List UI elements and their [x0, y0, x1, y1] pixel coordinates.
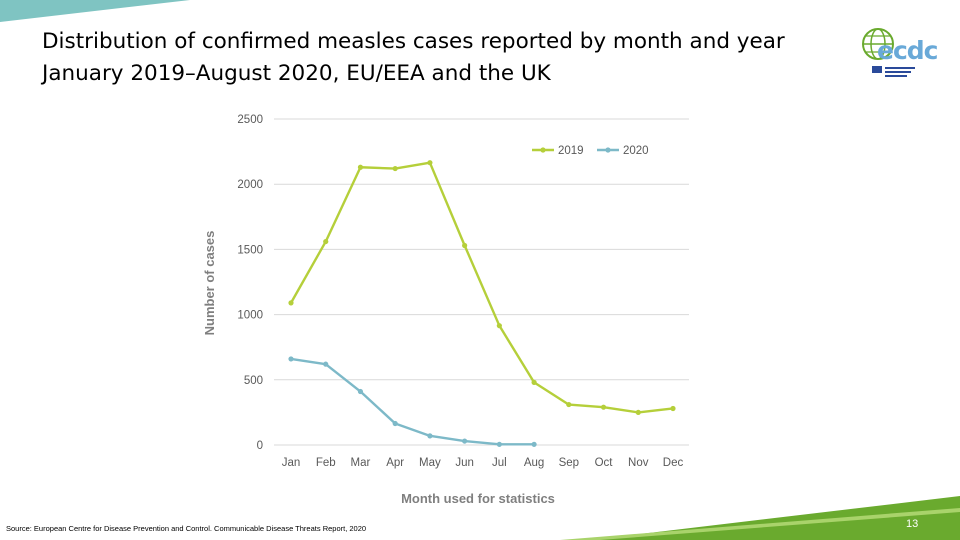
data-point-2019	[600, 404, 607, 410]
data-point-2020	[531, 441, 537, 447]
y-tick-label: 2000	[237, 179, 263, 191]
data-point-2019	[357, 164, 364, 170]
page-number: 13	[906, 518, 919, 530]
data-point-2019	[462, 242, 468, 249]
data-point-2020	[357, 388, 364, 395]
legend-label-2020: 2020	[623, 145, 649, 157]
data-point-2020	[323, 361, 329, 367]
data-point-2019	[635, 409, 641, 415]
data-point-2020	[288, 356, 294, 362]
data-point-2020	[496, 441, 502, 447]
x-tick-label: Nov	[628, 457, 649, 469]
y-axis-label: Number of cases	[202, 231, 217, 336]
y-tick-label: 500	[244, 375, 263, 387]
x-tick-label: Apr	[386, 457, 404, 469]
source-note: Source: European Centre for Disease Prev…	[6, 524, 367, 533]
x-tick-label: Mar	[351, 457, 371, 469]
y-tick-label: 0	[257, 440, 263, 452]
data-point-2019	[566, 401, 572, 408]
y-tick-label: 1500	[237, 244, 263, 256]
x-tick-label: Jun	[455, 457, 474, 469]
x-tick-label: Sep	[559, 457, 579, 469]
legend-marker-2019	[540, 147, 546, 153]
data-point-2020	[462, 438, 468, 444]
legend-label-2019: 2019	[558, 145, 584, 157]
series-line-2020	[290, 357, 535, 446]
x-axis-label: Month used for statistics	[401, 491, 555, 506]
slide-title-line-2: January 2019–August 2020, EU/EEA and the…	[42, 61, 551, 86]
ecdc-logo-text: ecdc	[877, 36, 938, 65]
data-point-2019	[323, 238, 329, 245]
x-tick-label: Aug	[524, 457, 544, 469]
slide-title: Distribution of confirmed measles cases …	[42, 26, 785, 90]
y-tick-label: 2500	[237, 114, 263, 126]
x-tick-label: Jan	[282, 457, 301, 469]
legend-marker-2020	[605, 147, 611, 153]
slide-title-line-1: Distribution of confirmed measles cases …	[42, 29, 785, 54]
top-left-accent	[0, 0, 190, 22]
data-point-2020	[427, 433, 433, 439]
x-tick-label: Dec	[663, 457, 684, 469]
x-tick-label: Feb	[316, 457, 336, 469]
x-tick-label: Jul	[492, 457, 507, 469]
eu-flag-icon	[872, 66, 882, 73]
bottom-right-accent	[590, 496, 960, 540]
data-point-2019	[531, 379, 537, 386]
data-point-2019	[670, 405, 676, 412]
data-point-2019	[392, 165, 398, 172]
series-line-2019	[289, 161, 674, 414]
ecdc-logo	[862, 28, 915, 77]
x-tick-label: Oct	[595, 457, 614, 469]
data-point-2019	[496, 323, 502, 329]
data-point-2019	[427, 160, 433, 166]
bottom-right-accent-light	[560, 508, 960, 540]
data-point-2020	[392, 420, 398, 427]
x-tick-label: May	[419, 457, 441, 469]
y-tick-label: 1000	[237, 310, 263, 322]
data-point-2019	[288, 300, 294, 306]
